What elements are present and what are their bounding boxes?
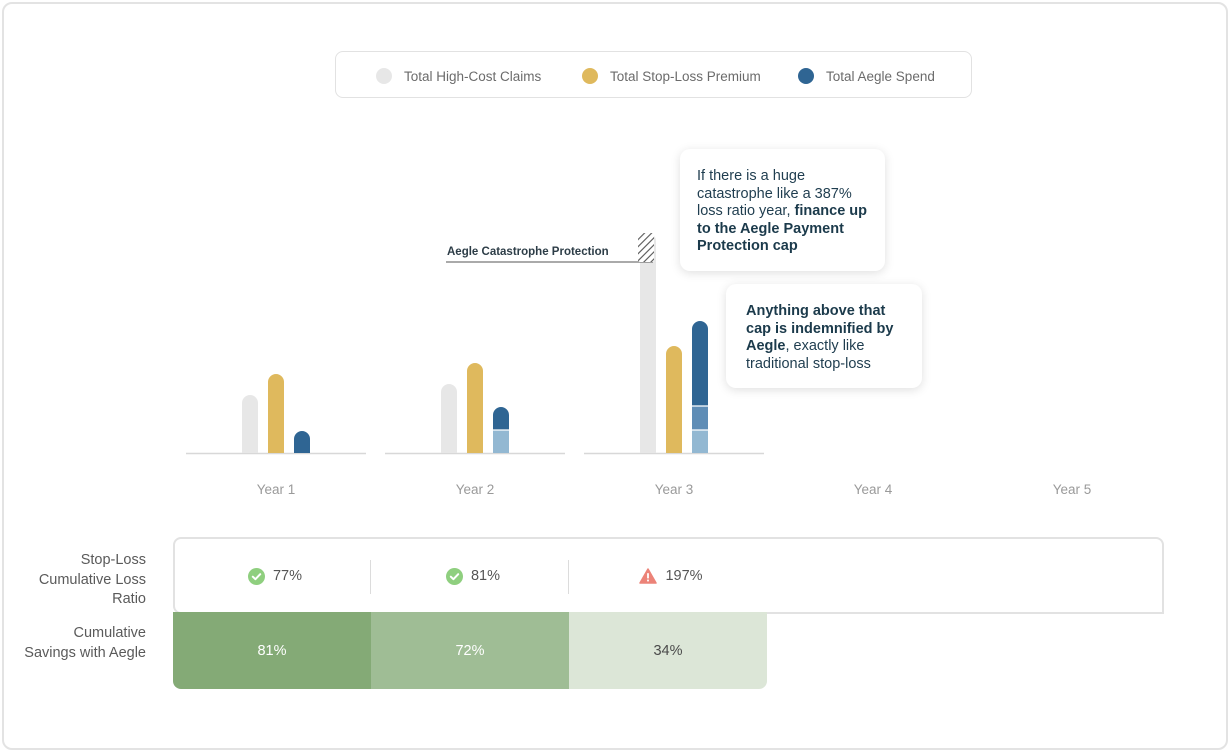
bar-segment xyxy=(493,430,509,453)
bar-total-high-cost-claims xyxy=(640,233,656,453)
x-tick-label: Year 4 xyxy=(854,482,893,497)
check-circle-icon xyxy=(445,567,463,585)
bar-total-stop-loss-premium xyxy=(467,363,483,453)
legend-label: Total High-Cost Claims xyxy=(404,68,542,84)
callout-indemnified: Anything above that cap is indemnified b… xyxy=(726,284,922,388)
loss-ratio-cell-year-2: 81% xyxy=(375,561,571,591)
bar-segment xyxy=(692,406,708,430)
callout-finance-cap: If there is a huge catastrophe like a 38… xyxy=(680,149,885,271)
savings-row-label: Cumulative Savings with Aegle xyxy=(24,625,146,661)
legend-swatch xyxy=(798,68,814,84)
bar-total-stop-loss-premium xyxy=(268,374,284,453)
savings-cell-year-3: 34% xyxy=(569,612,767,689)
bar-segment xyxy=(294,431,310,453)
annotation-hatch xyxy=(638,233,654,262)
bar-segment xyxy=(692,430,708,453)
callout-text: , exactly like traditional stop-loss xyxy=(746,338,871,372)
x-tick-label: Year 5 xyxy=(1053,482,1092,497)
callout-bold-text: finance up to the Aegle Payment Protecti… xyxy=(697,203,868,254)
loss-ratio-cell-year-1: 77% xyxy=(177,561,373,591)
savings-cell-year-2: 72% xyxy=(371,612,569,689)
bar-total-high-cost-claims xyxy=(242,395,258,453)
callout-bold-text: Anything above that cap is indemnified b… xyxy=(746,303,894,354)
cell-divider xyxy=(568,560,569,594)
loss-ratio-row xyxy=(173,537,1164,614)
legend-label: Total Stop-Loss Premium xyxy=(610,68,761,84)
legend: Total High-Cost Claims Total Stop-Loss P… xyxy=(335,51,972,98)
legend-item-high-cost-claims: Total High-Cost Claims xyxy=(376,66,541,86)
bar-total-aegle-spend xyxy=(493,407,509,453)
bar-total-stop-loss-premium xyxy=(666,346,682,453)
legend-item-stop-loss-premium: Total Stop-Loss Premium xyxy=(582,66,761,86)
callout-text: If there is a huge catastrophe like a 38… xyxy=(697,168,852,219)
x-tick-label: Year 3 xyxy=(655,482,694,497)
loss-ratio-row-label: Stop-Loss Cumulative Loss Ratio xyxy=(38,552,146,607)
cell-divider xyxy=(370,560,371,594)
x-tick-label: Year 2 xyxy=(456,482,495,497)
bar-total-aegle-spend xyxy=(692,321,708,453)
loss-ratio-cell-year-3: 197% xyxy=(573,561,769,591)
bars xyxy=(242,233,708,453)
legend-swatch xyxy=(376,68,392,84)
warning-triangle-icon xyxy=(639,568,658,584)
legend-swatch xyxy=(582,68,598,84)
legend-label: Total Aegle Spend xyxy=(826,68,935,84)
check-circle-icon xyxy=(247,567,265,585)
legend-item-aegle-spend: Total Aegle Spend xyxy=(798,66,935,86)
loss-ratio-value: 77% xyxy=(272,568,303,584)
bar-total-aegle-spend xyxy=(294,431,310,453)
bar-total-high-cost-claims xyxy=(441,384,457,453)
savings-cell-year-1: 81% xyxy=(173,612,371,689)
bar-segment xyxy=(692,321,708,406)
annotation-label: Aegle Catastrophe Protection xyxy=(447,246,609,258)
loss-ratio-value: 81% xyxy=(470,568,501,584)
x-tick-labels: Year 1 Year 2 Year 3 Year 4 Year 5 xyxy=(257,482,1092,497)
bar-segment xyxy=(493,407,509,430)
loss-ratio-value: 197% xyxy=(665,568,703,584)
x-tick-label: Year 1 xyxy=(257,482,296,497)
catastrophe-annotation: Aegle Catastrophe Protection xyxy=(446,233,654,263)
